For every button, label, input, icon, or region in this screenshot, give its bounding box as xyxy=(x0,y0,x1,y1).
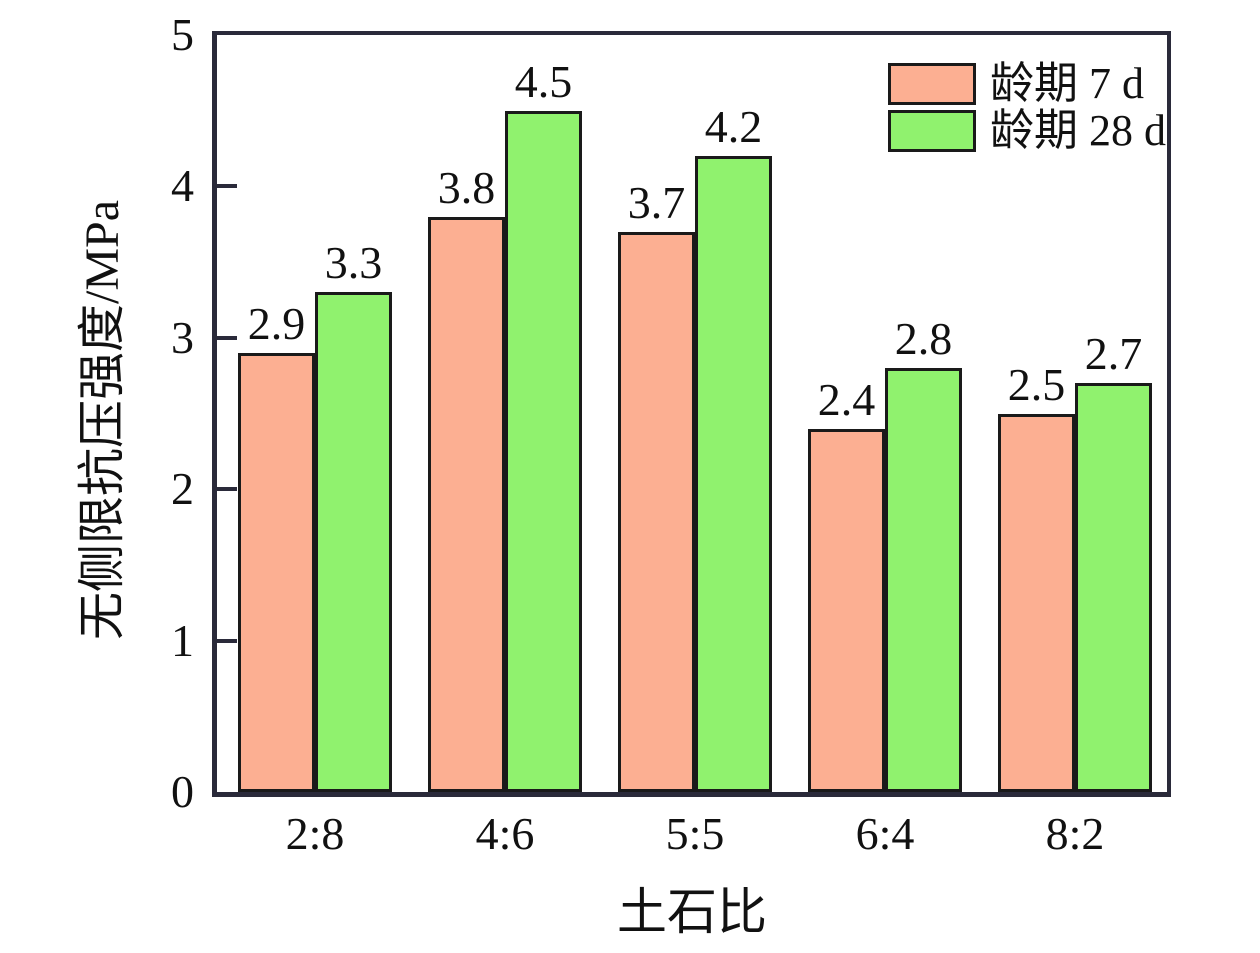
x-tick-label: 2:8 xyxy=(285,808,345,859)
y-tick-label: 0 xyxy=(171,766,194,817)
y-tick-label: 5 xyxy=(171,9,194,60)
bar-value-label: 2.5 xyxy=(1007,358,1066,410)
bar-龄期 7 d-6:4 xyxy=(808,428,885,792)
bar-龄期 7 d-8:2 xyxy=(998,413,1075,792)
y-axis-tick xyxy=(217,184,237,189)
plot-area xyxy=(212,31,1171,797)
x-tick-label: 6:4 xyxy=(855,808,915,859)
bar-value-label: 4.5 xyxy=(514,55,573,107)
x-tick-label: 4:6 xyxy=(475,808,535,859)
bar-龄期 28 d-8:2 xyxy=(1075,383,1152,792)
y-axis-tick xyxy=(217,638,237,643)
x-axis-title: 土石比 xyxy=(617,884,767,940)
bar-龄期 28 d-6:4 xyxy=(885,368,962,792)
bar-龄期 28 d-5:5 xyxy=(695,156,772,792)
legend-label: 龄期 28 d xyxy=(990,106,1166,155)
y-tick-label: 1 xyxy=(171,614,194,666)
bar-value-label: 2.7 xyxy=(1084,328,1143,380)
bar-龄期 7 d-2:8 xyxy=(238,352,315,792)
y-axis-tick xyxy=(217,487,237,492)
y-axis-tick xyxy=(217,335,237,340)
bar-value-label: 2.8 xyxy=(894,313,953,365)
legend-label: 龄期 7 d xyxy=(990,59,1144,108)
legend-swatch-green xyxy=(888,110,976,152)
y-tick-label: 4 xyxy=(171,160,194,212)
legend-swatch-orange xyxy=(888,63,976,105)
bar-value-label: 2.4 xyxy=(817,373,876,425)
bar-龄期 7 d-4:6 xyxy=(428,216,505,792)
bar-value-label: 2.9 xyxy=(247,297,306,349)
bar-value-label: 3.8 xyxy=(437,161,496,213)
bar-value-label: 4.2 xyxy=(704,101,763,153)
bar-value-label: 3.7 xyxy=(627,176,686,228)
bar-value-label: 3.3 xyxy=(324,237,383,289)
y-axis-title: 无侧限抗压强度/MPa xyxy=(76,199,129,641)
bar-龄期 28 d-2:8 xyxy=(315,292,392,792)
x-tick-label: 5:5 xyxy=(665,808,725,859)
y-tick-label: 2 xyxy=(171,463,194,515)
x-tick-label: 8:2 xyxy=(1045,808,1105,859)
bar-龄期 28 d-4:6 xyxy=(505,110,582,792)
bar-龄期 7 d-5:5 xyxy=(618,231,695,792)
y-tick-label: 3 xyxy=(171,311,194,363)
